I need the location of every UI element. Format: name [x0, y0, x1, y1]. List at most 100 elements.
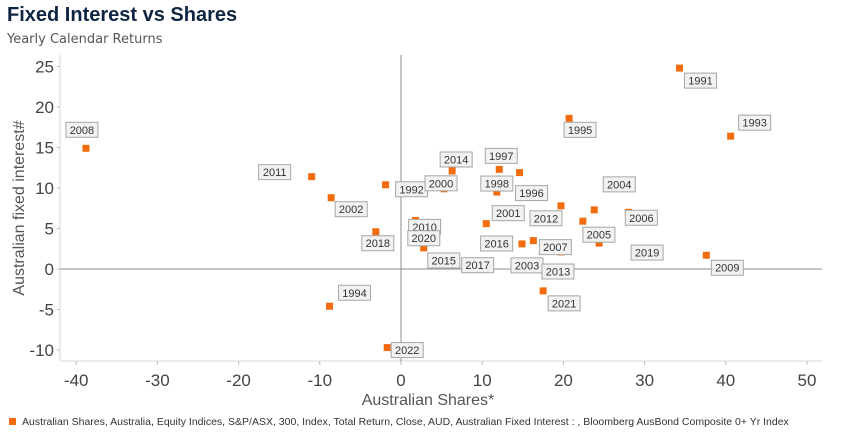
point-label-text: 2021 [552, 298, 576, 310]
x-tick-label: 0 [396, 371, 405, 390]
point-label-text: 2019 [635, 248, 659, 260]
point-label: 2007 [538, 239, 572, 256]
point-label-text: 1997 [489, 151, 513, 163]
point-label-text: 2005 [587, 230, 611, 242]
point-label: 2005 [582, 226, 616, 243]
point-label: 2008 [65, 121, 99, 138]
data-point-2003[interactable] [518, 240, 526, 248]
data-point-1993[interactable] [727, 132, 735, 140]
x-tick-label: 30 [635, 371, 654, 390]
y-tick-label: 5 [45, 220, 54, 239]
point-label-text: 2004 [607, 179, 631, 191]
point-label-box [390, 342, 424, 359]
point-label-box [461, 257, 495, 274]
point-label-box [427, 252, 461, 269]
point-label-text: 2000 [429, 178, 453, 190]
x-tick-label: 40 [716, 371, 735, 390]
point-label: 2017 [461, 257, 495, 274]
data-point-1991[interactable] [676, 64, 684, 72]
data-point-2007[interactable] [529, 237, 537, 245]
data-point-1997[interactable] [495, 165, 503, 173]
point-label-box [407, 230, 441, 247]
data-point-2002[interactable] [327, 194, 335, 202]
point-label: 2002 [334, 201, 368, 218]
point-label-text: 2008 [70, 125, 94, 137]
data-point-1994[interactable] [326, 302, 334, 310]
point-label-box [602, 176, 636, 193]
data-point-2019[interactable] [595, 239, 603, 247]
point-label-box [684, 72, 718, 89]
data-point-1992[interactable] [382, 181, 390, 189]
point-label-box [738, 114, 772, 131]
point-label: 2003 [510, 257, 544, 274]
point-label-text: 2006 [629, 213, 653, 225]
data-point-2009[interactable] [702, 251, 710, 259]
point-label-box [258, 164, 292, 181]
point-label-box [541, 263, 575, 280]
y-tick-label: 25 [35, 58, 54, 77]
point-label-box [515, 185, 549, 202]
data-point-1998[interactable] [493, 188, 501, 196]
point-label-text: 1993 [742, 118, 766, 130]
data-point-2021[interactable] [539, 287, 547, 295]
point-label: 1996 [515, 185, 549, 202]
point-label: 1998 [480, 175, 514, 192]
point-label: 2022 [390, 342, 424, 359]
point-label: 2001 [491, 205, 525, 222]
y-axis-label: Australian fixed interest# [11, 120, 28, 295]
point-label-text: 2018 [366, 238, 390, 250]
legend: Australian Shares, Australia, Equity Ind… [9, 416, 789, 428]
point-label-box [424, 175, 458, 192]
point-labels: 1991 1992 1993 1994 1995 1996 1997 1998 2000 2001… [65, 72, 772, 359]
point-label-text: 2015 [431, 255, 455, 267]
point-label-text: 2003 [515, 260, 539, 272]
point-label: 2016 [480, 235, 514, 252]
legend-swatch [9, 417, 16, 425]
data-point-2004[interactable] [590, 206, 598, 214]
data-point-2005[interactable] [579, 217, 587, 225]
point-label-text: 2017 [465, 260, 489, 272]
point-label-box [624, 209, 658, 226]
point-label-text: 1996 [519, 188, 543, 200]
point-label-text: 2009 [715, 263, 739, 275]
point-label-text: 2020 [412, 233, 436, 245]
point-label-box [710, 259, 744, 276]
point-label-box [538, 239, 572, 256]
point-label-box [547, 295, 581, 312]
point-label-box [563, 121, 597, 138]
data-point-2022[interactable] [383, 344, 391, 352]
point-label-text: 1994 [342, 288, 366, 300]
point-label-text: 2012 [534, 213, 558, 225]
x-tick-label: -40 [64, 371, 89, 390]
data-point-2008[interactable] [82, 144, 90, 152]
point-label: 2012 [529, 210, 563, 227]
data-point-1996[interactable] [516, 169, 524, 177]
data-point-1995[interactable] [565, 114, 573, 122]
point-label-box [439, 151, 473, 168]
data-point-2001[interactable] [482, 220, 490, 228]
point-label-text: 2022 [395, 345, 419, 357]
point-label-box [65, 121, 99, 138]
data-point-2014[interactable] [448, 167, 456, 175]
point-label: 2004 [602, 176, 636, 193]
point-label-text: 2016 [484, 239, 508, 251]
point-label: 1994 [338, 284, 372, 301]
data-point-2018[interactable] [372, 228, 380, 236]
point-label: 1991 [684, 72, 718, 89]
point-label-box [480, 175, 514, 192]
point-label-box [630, 244, 664, 261]
data-point-2012[interactable] [557, 202, 565, 210]
point-label-box [361, 235, 395, 252]
data-point-2015[interactable] [420, 244, 428, 252]
x-tick-label: 50 [798, 371, 817, 390]
point-label-box [529, 210, 563, 227]
point-label-box [491, 205, 525, 222]
point-label: 2020 [407, 230, 441, 247]
data-point-2011[interactable] [308, 173, 316, 181]
point-label-box [480, 235, 514, 252]
point-label: 1995 [563, 121, 597, 138]
point-label: 2000 [424, 175, 458, 192]
x-tick-label: 20 [554, 371, 573, 390]
point-label: 2015 [427, 252, 461, 269]
